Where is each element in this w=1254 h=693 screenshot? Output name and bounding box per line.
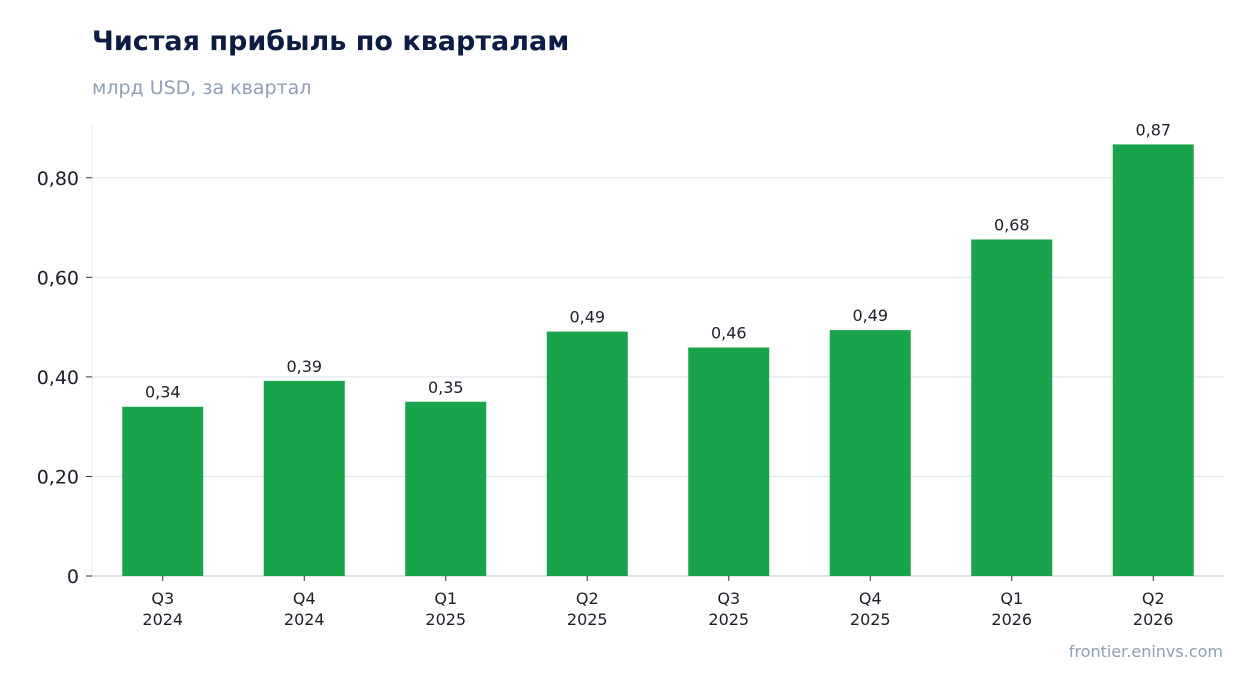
data-label: 0,49 [852,306,888,325]
y-tick-label: 0 [67,566,79,588]
chart-subtitle: млрд USD, за квартал [92,77,312,99]
x-tick-label-year: 2026 [991,610,1032,629]
bar [263,380,345,576]
x-tick-label-quarter: Q4 [859,589,882,608]
y-tick-label: 0,40 [37,367,79,389]
data-label: 0,35 [428,378,464,397]
grid-lines [92,177,1224,478]
x-tick-label-year: 2024 [142,610,183,629]
x-tick-label-quarter: Q4 [293,589,316,608]
x-tick-label-year: 2026 [1133,610,1174,629]
data-label: 0,49 [569,308,605,327]
x-tick-label-year: 2025 [567,610,608,629]
bar [688,347,770,576]
x-tick-label-quarter: Q3 [151,589,174,608]
x-tick-label-year: 2025 [708,610,749,629]
bar [829,330,911,576]
data-label: 0,68 [994,215,1030,234]
data-label: 0,34 [145,383,181,402]
data-label: 0,46 [711,324,747,343]
x-tick-label-quarter: Q2 [576,589,599,608]
y-axis-ticks: 0 0,20 0,40 0,60 0,80 [37,168,92,588]
bar [1112,144,1194,576]
axes [91,123,1224,577]
bars [122,144,1194,576]
chart-title: Чистая прибыль по кварталам [92,26,570,57]
data-label: 0,87 [1135,120,1171,139]
data-labels: 0,34 0,39 0,35 0,49 0,46 0,49 0,68 0,87 [145,120,1171,401]
bar [971,239,1053,576]
bar [546,331,628,576]
x-tick-label-quarter: Q1 [434,589,457,608]
x-tick-label-year: 2025 [850,610,891,629]
source-credit: frontier.eninvs.com [1068,642,1223,661]
x-tick-label-quarter: Q1 [1000,589,1023,608]
x-tick-label-quarter: Q2 [1142,589,1165,608]
x-tick-label-year: 2025 [425,610,466,629]
y-tick-label: 0,20 [37,466,79,488]
x-tick-label-quarter: Q3 [717,589,740,608]
x-axis-ticks: Q3 2024 Q4 2024 Q1 2025 Q2 2025 Q3 2025 Q4 2025 Q1 20… [142,576,1174,629]
bar [405,401,487,576]
y-tick-label: 0,60 [37,267,79,289]
data-label: 0,39 [286,357,322,376]
bar [122,406,204,576]
y-tick-label: 0,80 [37,168,79,190]
x-tick-label-year: 2024 [284,610,325,629]
